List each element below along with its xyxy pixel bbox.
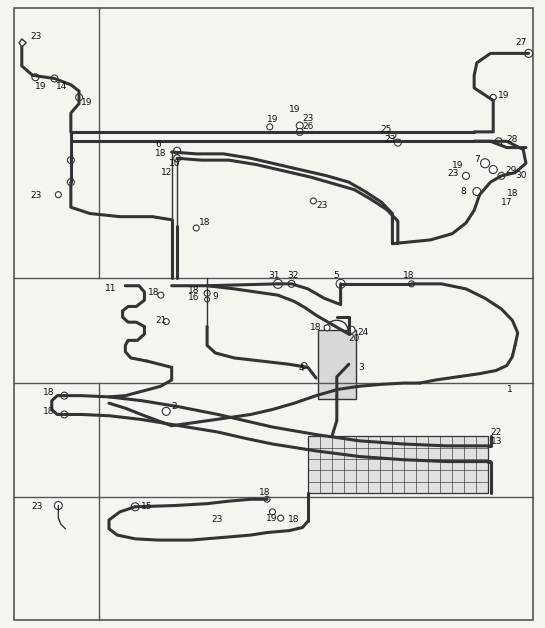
Circle shape <box>163 318 169 325</box>
Text: 28: 28 <box>507 135 518 144</box>
Text: 23: 23 <box>30 32 41 41</box>
Text: 12: 12 <box>161 168 172 177</box>
Circle shape <box>301 362 307 369</box>
Text: 18: 18 <box>43 408 54 416</box>
Text: 13: 13 <box>490 437 502 446</box>
Text: 22: 22 <box>490 428 502 436</box>
Bar <box>308 436 488 493</box>
Text: 25: 25 <box>380 126 392 134</box>
Text: 23: 23 <box>302 114 314 122</box>
Circle shape <box>68 156 74 164</box>
Text: 23: 23 <box>447 169 458 178</box>
Circle shape <box>489 166 497 173</box>
Text: 18: 18 <box>288 516 299 524</box>
Circle shape <box>481 159 489 168</box>
Circle shape <box>162 408 170 415</box>
Circle shape <box>274 279 282 288</box>
Bar <box>318 330 356 399</box>
Text: 2: 2 <box>172 403 177 411</box>
Text: 24: 24 <box>357 328 368 337</box>
Text: 19: 19 <box>267 115 278 124</box>
Circle shape <box>408 281 415 287</box>
Text: 6: 6 <box>155 140 161 149</box>
Text: 19: 19 <box>266 514 277 522</box>
Text: 27: 27 <box>515 38 526 47</box>
Text: 16: 16 <box>188 293 199 301</box>
Circle shape <box>288 280 295 288</box>
Text: 23: 23 <box>32 502 43 511</box>
Text: 18: 18 <box>507 189 518 198</box>
Text: 8: 8 <box>461 187 467 196</box>
Circle shape <box>310 198 317 204</box>
Circle shape <box>395 139 401 146</box>
Circle shape <box>348 326 355 333</box>
Text: 18: 18 <box>148 288 160 297</box>
Text: 19: 19 <box>35 82 47 91</box>
Circle shape <box>55 192 62 198</box>
Text: 31: 31 <box>268 271 280 280</box>
Circle shape <box>324 325 330 331</box>
Text: 21: 21 <box>155 317 167 325</box>
Text: 9: 9 <box>213 292 219 301</box>
Circle shape <box>158 292 164 298</box>
Circle shape <box>54 502 62 509</box>
Text: 19: 19 <box>498 91 509 100</box>
Circle shape <box>269 509 276 515</box>
Text: 23: 23 <box>316 202 328 210</box>
Text: 30: 30 <box>515 171 526 180</box>
Circle shape <box>389 131 396 139</box>
Text: 11: 11 <box>105 284 116 293</box>
Circle shape <box>131 503 139 511</box>
Text: 26: 26 <box>302 122 314 131</box>
Circle shape <box>51 75 58 82</box>
Circle shape <box>174 147 180 154</box>
Text: 23: 23 <box>30 192 41 200</box>
Text: 23: 23 <box>211 516 223 524</box>
Circle shape <box>204 297 210 302</box>
Text: 18: 18 <box>259 489 270 497</box>
Text: 18: 18 <box>199 219 210 227</box>
Text: 1: 1 <box>507 385 513 394</box>
Text: 18: 18 <box>188 286 199 295</box>
Circle shape <box>495 138 502 145</box>
Text: 5: 5 <box>334 271 340 280</box>
Circle shape <box>68 178 74 186</box>
Text: 23: 23 <box>384 135 396 144</box>
Circle shape <box>525 50 532 57</box>
Circle shape <box>296 128 303 136</box>
Circle shape <box>473 188 481 195</box>
Text: 10: 10 <box>169 159 180 168</box>
Text: 3: 3 <box>359 363 365 372</box>
Text: 7: 7 <box>474 155 480 164</box>
Text: 19: 19 <box>81 99 92 107</box>
Text: 15: 15 <box>141 502 152 511</box>
Circle shape <box>76 94 82 101</box>
Circle shape <box>264 496 270 502</box>
Circle shape <box>174 154 180 162</box>
Text: 18: 18 <box>403 271 415 280</box>
Text: 19: 19 <box>452 161 464 170</box>
Circle shape <box>61 411 68 418</box>
Text: 20: 20 <box>349 334 360 343</box>
Text: 18: 18 <box>310 323 321 332</box>
Text: 18: 18 <box>155 149 167 158</box>
Text: 17: 17 <box>501 198 513 207</box>
Text: 29: 29 <box>505 166 517 175</box>
Circle shape <box>32 73 39 81</box>
Circle shape <box>336 279 345 288</box>
Circle shape <box>61 392 68 399</box>
Circle shape <box>193 225 199 231</box>
Circle shape <box>204 290 210 296</box>
Circle shape <box>267 124 273 130</box>
Text: 19: 19 <box>289 106 300 114</box>
Text: 14: 14 <box>56 82 67 90</box>
Circle shape <box>296 122 303 129</box>
Circle shape <box>277 515 284 521</box>
Circle shape <box>463 172 469 180</box>
Circle shape <box>498 172 505 180</box>
Text: 18: 18 <box>43 388 54 397</box>
Text: 4: 4 <box>298 364 304 373</box>
Text: 32: 32 <box>288 271 299 280</box>
Circle shape <box>490 94 496 100</box>
